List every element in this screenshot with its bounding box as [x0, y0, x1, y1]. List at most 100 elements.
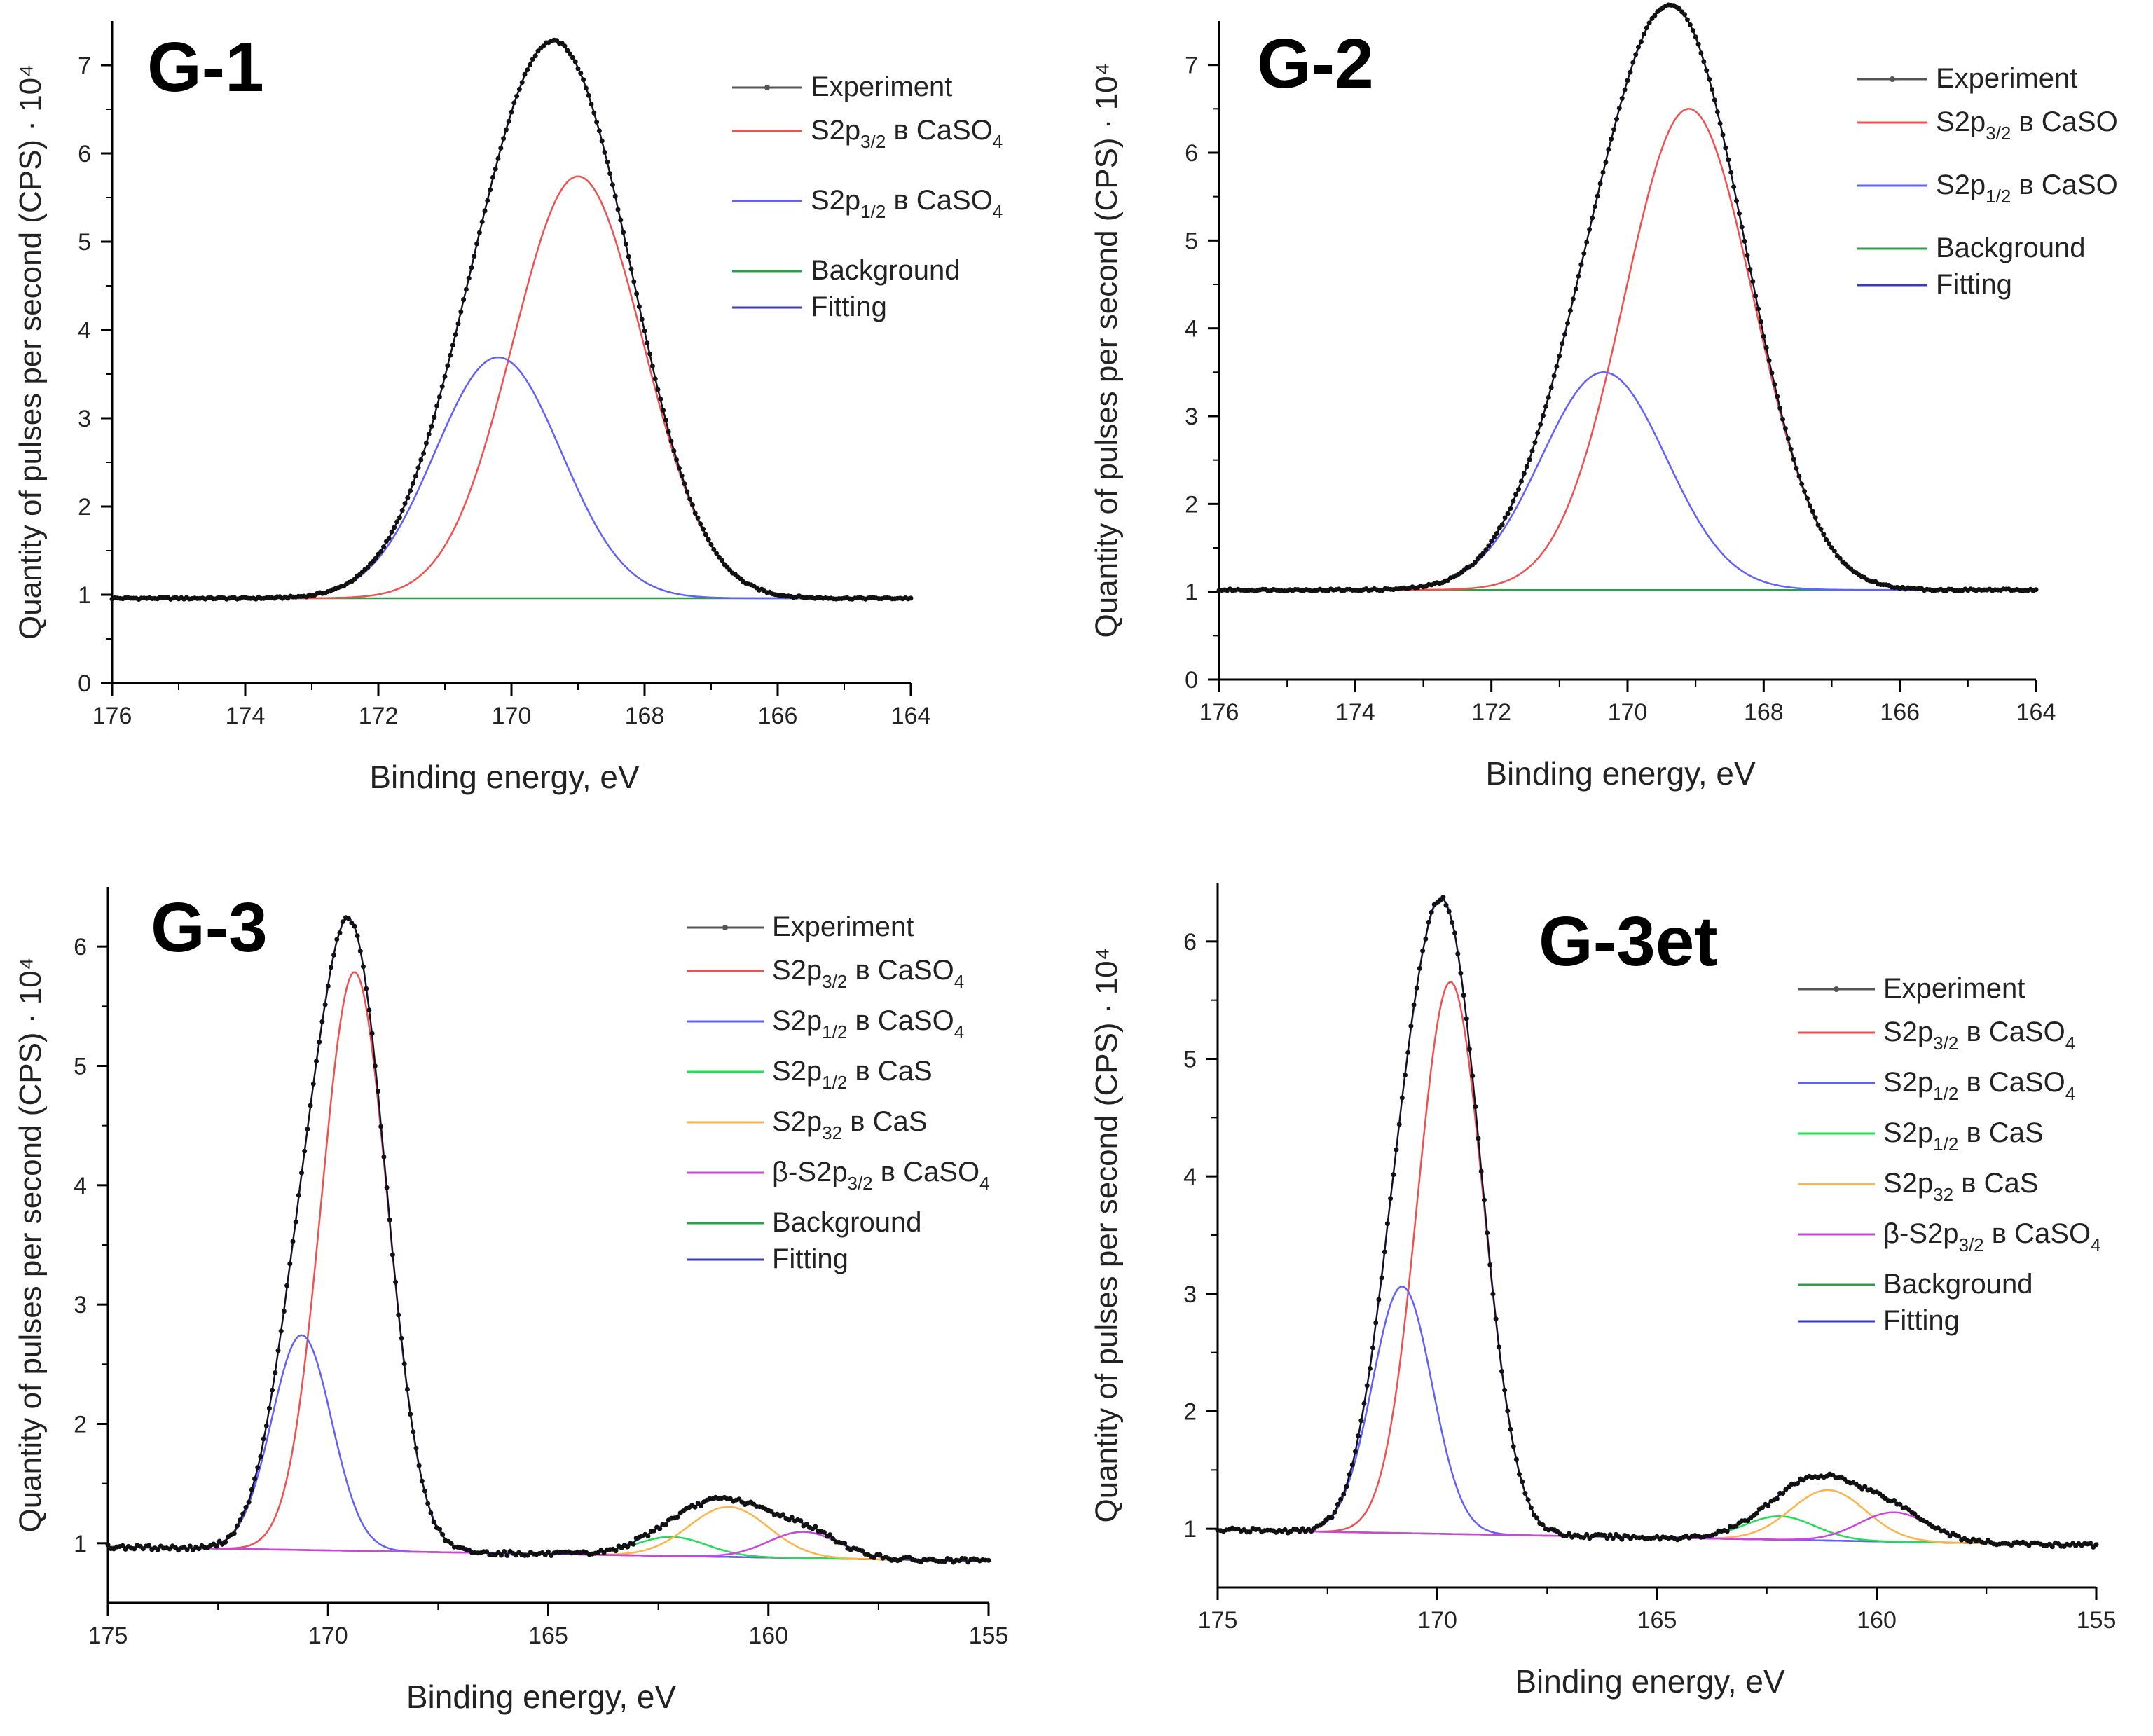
experiment-point [1525, 1497, 1531, 1503]
experiment-point [615, 207, 621, 212]
experiment-point [542, 1552, 548, 1557]
experiment-point [668, 439, 674, 444]
legend-label: Fitting [772, 1244, 848, 1274]
experiment-point [238, 1517, 242, 1523]
experiment-point [369, 1031, 375, 1036]
experiment-point [1396, 1122, 1402, 1127]
legend-label: S2p3/2 в CaSO4 [772, 955, 964, 992]
experiment-point [472, 254, 477, 259]
component-curve [112, 356, 911, 600]
experiment-point [461, 297, 467, 303]
experiment-point [328, 965, 333, 970]
experiment-point [284, 1283, 290, 1288]
experiment-point [310, 1081, 316, 1087]
experiment-point [1760, 1505, 1765, 1510]
legend-label: Background [1883, 1269, 2032, 1300]
experiment-point [525, 67, 530, 73]
experiment-point [308, 1103, 313, 1108]
x-tick-label: 165 [1637, 1607, 1677, 1634]
experiment-point [1405, 1049, 1411, 1055]
experiment-point [1524, 464, 1529, 469]
experiment-point [1611, 127, 1617, 132]
experiment-point [499, 1552, 504, 1558]
experiment-point [1565, 320, 1570, 326]
experiment-point [570, 55, 575, 60]
experiment-point [908, 595, 914, 601]
experiment-point [591, 110, 597, 116]
experiment-point [562, 43, 568, 49]
experiment-point [1638, 39, 1644, 45]
x-tick-label: 175 [1198, 1607, 1238, 1634]
y-axis-title: Quantity of pulses per second (CPS) · 10… [13, 957, 48, 1532]
experiment-point [1831, 549, 1837, 553]
experiment-point [546, 1549, 551, 1555]
experiment-point [1527, 457, 1532, 462]
experiment-point [525, 1552, 530, 1558]
experiment-point [416, 1463, 422, 1468]
experiment-point [541, 43, 546, 49]
experiment-point [1592, 204, 1597, 209]
component-curve [107, 1334, 989, 1562]
experiment-point [1824, 537, 1829, 542]
experiment-point [1791, 457, 1796, 462]
experiment-point [1581, 1535, 1586, 1541]
chart-svg: 176 174 172 170 168 166 164 0 1 2 3 4 5 6 7 Binding ene… [13, 21, 1003, 795]
experiment-point [405, 495, 411, 500]
experiment-point [1493, 1316, 1499, 1322]
legend-marker [1890, 76, 1895, 82]
experiment-point [2088, 1541, 2093, 1545]
experiment-point [493, 166, 498, 172]
experiment-point [1300, 1526, 1305, 1531]
experiment-point [1520, 1479, 1525, 1484]
experiment-point [1646, 20, 1652, 26]
legend-label: Experiment [1883, 973, 2025, 1004]
experiment-point [325, 984, 331, 989]
experiment-point [352, 923, 357, 929]
chart-panel-g1: 176 174 172 170 168 166 164 0 1 2 3 4 5 6 7 Binding ene… [0, 0, 1076, 827]
experiment-point [1347, 1472, 1352, 1477]
experiment-point [2049, 1544, 2055, 1550]
experiment-point [393, 1279, 399, 1285]
chart-panel-g2: 176 174 172 170 168 166 164 0 1 2 3 4 5 6 7 Binding ene… [1076, 0, 2153, 827]
experiment-point [658, 397, 663, 402]
experiment-point [463, 287, 469, 292]
experiment-point [1753, 293, 1759, 298]
experiment-point [942, 1559, 947, 1564]
experiment-point [432, 415, 437, 420]
experiment-point [1358, 1418, 1364, 1424]
experiment-point [1628, 69, 1633, 75]
legend-label: S2p1/2 в CaS [772, 1056, 933, 1093]
x-tick-label: 155 [2077, 1607, 2117, 1634]
experiment-point [495, 156, 501, 161]
experiment-point [275, 1348, 281, 1353]
experiment-point [602, 149, 607, 155]
experiment-point [1682, 12, 1688, 18]
experiment-point [490, 174, 495, 180]
experiment-point [601, 1550, 607, 1555]
x-tick-label: 175 [88, 1623, 128, 1649]
experiment-point [509, 109, 514, 115]
experiment-point [474, 241, 480, 247]
experiment-point [1370, 1345, 1375, 1351]
experiment-point [583, 85, 589, 91]
panel-title: G-2 [1257, 25, 1374, 103]
experiment-point [1704, 68, 1710, 74]
x-tick-label: 160 [1857, 1607, 1897, 1634]
x-tick-label: 176 [1199, 699, 1239, 726]
x-tick-label: 155 [969, 1623, 1009, 1649]
experiment-point [1470, 1073, 1476, 1079]
experiment-point [1710, 87, 1714, 92]
experiment-point [1505, 511, 1511, 516]
experiment-point [689, 502, 695, 508]
experiment-point [399, 508, 405, 513]
experiment-point [1541, 413, 1546, 418]
experiment-point [1329, 1515, 1335, 1520]
experiment-point [413, 474, 418, 479]
experiment-point [692, 511, 698, 516]
experiment-point [1714, 109, 1720, 115]
experiment-point [1794, 466, 1799, 471]
x-tick-label: 160 [748, 1623, 788, 1649]
x-tick-label: 170 [492, 703, 532, 729]
experiment-point [361, 964, 366, 970]
experiment-point [687, 496, 693, 502]
